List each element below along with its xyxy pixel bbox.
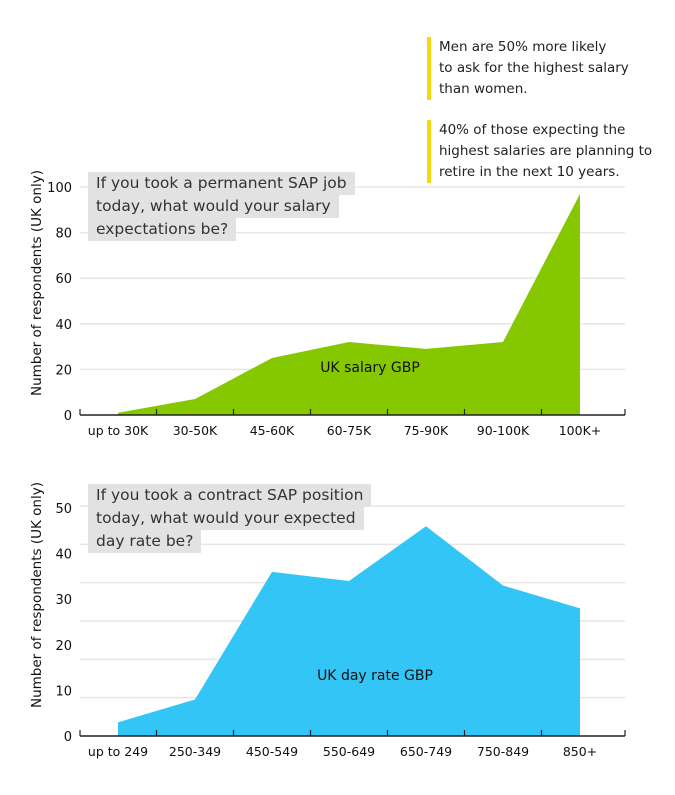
- salary-y-tick-label: 20: [55, 363, 72, 378]
- salary-x-tick-label: 60-75K: [327, 423, 372, 438]
- dayrate-x-tick-label: 250-349: [169, 744, 221, 759]
- dayrate-y-tick-label: 50: [55, 502, 72, 517]
- salary-y-tick-label: 100: [47, 181, 72, 196]
- salary-y-tick-label: 0: [64, 409, 72, 424]
- salary-x-tick-label: 30-50K: [173, 423, 218, 438]
- note-line: highest salaries are planning to: [439, 143, 653, 159]
- dayrate-y-axis-label: Number of respondents (UK only): [29, 482, 45, 708]
- dayrate-x-tick-label: 550-649: [323, 744, 375, 759]
- dayrate-x-tick-label: 450-549: [246, 744, 298, 759]
- question-line: today, what would your salary: [88, 195, 339, 218]
- question-line: If you took a permanent SAP job: [88, 172, 355, 195]
- annotation-gender: Men are 50% more likely to ask for the h…: [427, 37, 659, 100]
- question-line: expectations be?: [88, 218, 237, 241]
- note-line: than women.: [439, 81, 528, 97]
- dayrate-series-label: UK day rate GBP: [317, 668, 433, 684]
- salary-x-tick-label: 100K+: [559, 423, 602, 438]
- dayrate-chart: up to 249 250-349 450-549 550-649 650-749 750…: [55, 502, 626, 759]
- dayrate-x-tick-label: 650-749: [400, 744, 452, 759]
- note-line: retire in the next 10 years.: [439, 164, 620, 180]
- salary-y-tick-label: 80: [55, 227, 72, 242]
- dayrate-x-tick-label: 750-849: [477, 744, 529, 759]
- dayrate-y-tick-label: 0: [64, 730, 72, 745]
- salary-series-label: UK salary GBP: [320, 360, 420, 376]
- salary-x-tick-label: up to 30K: [88, 423, 149, 438]
- salary-y-tick-label: 40: [55, 318, 72, 333]
- annotation-retire: 40% of those expecting the highest salar…: [427, 120, 659, 183]
- note-line: Men are 50% more likely: [439, 39, 607, 55]
- dayrate-area: [118, 526, 580, 736]
- dayrate-question: If you took a contract SAP position toda…: [88, 484, 372, 553]
- dayrate-y-tick-label: 30: [55, 593, 72, 608]
- dayrate-x-tick-label: 850+: [563, 744, 597, 759]
- salary-y-axis-label: Number of respondents (UK only): [29, 170, 45, 396]
- salary-chart: up to 30K 30-50K 45-60K 60-75K 75-90K 90-100K…: [47, 181, 626, 438]
- salary-x-tick-label: 45-60K: [250, 423, 295, 438]
- question-line: today, what would your expected: [88, 507, 364, 530]
- question-line: If you took a contract SAP position: [88, 484, 372, 507]
- salary-area: [118, 193, 580, 415]
- note-line: to ask for the highest salary: [439, 60, 629, 76]
- dayrate-y-tick-label: 40: [55, 548, 72, 563]
- question-line: day rate be?: [88, 530, 202, 553]
- dayrate-y-tick-label: 10: [55, 684, 72, 699]
- salary-y-tick-label: 60: [55, 272, 72, 287]
- dayrate-x-tick-label: up to 249: [88, 744, 148, 759]
- salary-x-tick-label: 75-90K: [404, 423, 449, 438]
- dayrate-y-tick-label: 20: [55, 639, 72, 654]
- salary-question: If you took a permanent SAP job today, w…: [88, 172, 355, 241]
- note-line: 40% of those expecting the: [439, 122, 626, 138]
- salary-x-tick-label: 90-100K: [477, 423, 530, 438]
